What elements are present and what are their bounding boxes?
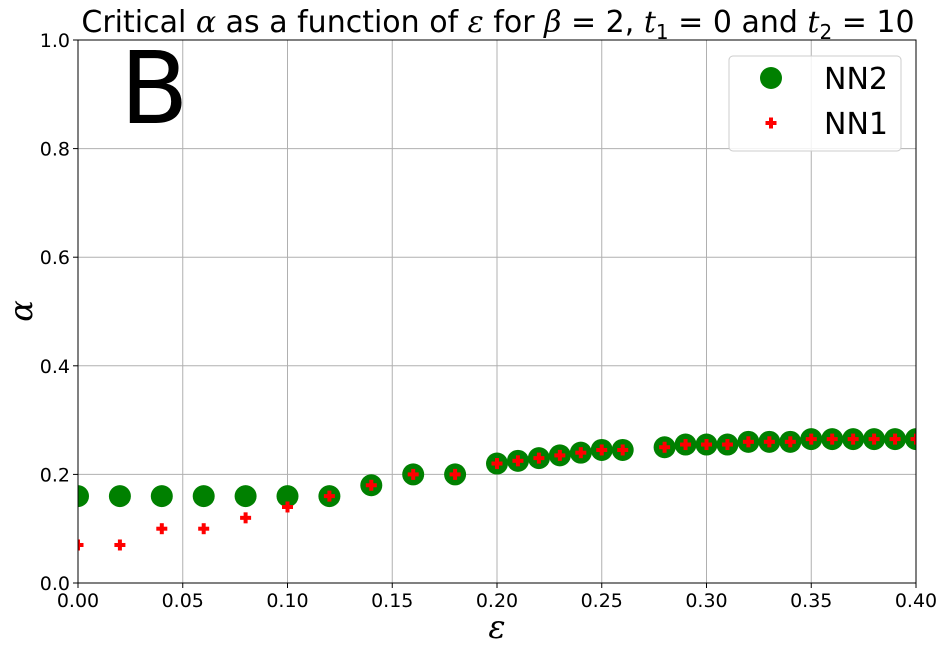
data-point-nn1: [156, 523, 168, 535]
y-tick-label: 0.8: [40, 139, 70, 161]
x-axis-ticks: 0.00 0.05 0.10 0.15 0.20 0.25 0.30 0.35 0.40: [57, 583, 937, 612]
data-point-nn1: [282, 501, 293, 513]
data-point-nn1: [701, 439, 712, 451]
data-point-nn1: [784, 436, 796, 448]
data-point-nn1: [491, 458, 503, 470]
data-point-nn2: [192, 485, 215, 508]
data-point-nn1: [407, 468, 419, 480]
x-tick-label: 0.35: [790, 590, 832, 612]
data-point-nn1: [910, 433, 916, 445]
data-point-nn1: [805, 433, 817, 445]
data-point-nn1: [323, 490, 335, 502]
data-point-nn1: [554, 449, 566, 461]
data-point-nn1: [78, 539, 84, 551]
y-tick-label: 0.4: [40, 356, 70, 378]
data-point-nn2: [78, 485, 89, 508]
data-point-nn1: [763, 436, 775, 448]
chart-title: Critical α as a function of ε for β = 2,…: [81, 5, 914, 44]
data-point-nn1: [847, 433, 859, 445]
legend-label-nn1: NN1: [824, 107, 888, 142]
legend: NN2 NN1: [728, 55, 902, 152]
data-markers: [78, 428, 916, 551]
legend-marker-nn1-plus: [765, 117, 777, 129]
data-point-nn1: [868, 433, 880, 445]
y-axis-ticks: 0.0 0.2 0.4 0.6 0.8 1.0: [40, 30, 78, 595]
data-point-nn1: [617, 444, 629, 456]
data-point-nn1: [240, 512, 252, 524]
data-point-nn1: [721, 439, 733, 451]
legend-label-nn2: NN2: [824, 62, 888, 97]
data-point-nn2: [150, 485, 173, 508]
plot-area-frame: [77, 39, 917, 584]
data-point-nn1: [512, 455, 524, 467]
data-point-nn1: [114, 539, 126, 551]
y-tick-label: 0.2: [40, 464, 70, 486]
x-tick-label: 0.10: [266, 590, 308, 612]
data-point-nn1: [596, 444, 608, 456]
data-point-nn1: [659, 441, 671, 453]
data-point-nn2: [276, 485, 299, 508]
legend-marker-nn2: [760, 67, 782, 89]
data-point-nn1: [575, 447, 587, 459]
x-tick-label: 0.20: [476, 590, 518, 612]
x-tick-label: 0.25: [581, 590, 623, 612]
data-point-nn2: [234, 485, 257, 508]
x-tick-label: 0.00: [57, 590, 99, 612]
data-point-nn1: [365, 479, 377, 491]
y-tick-label: 0.6: [40, 247, 70, 269]
x-axis-label: ε: [488, 608, 505, 646]
data-point-nn1: [742, 436, 754, 448]
x-tick-label: 0.40: [895, 590, 937, 612]
data-point-nn1: [826, 433, 838, 445]
x-tick-label: 0.15: [371, 590, 413, 612]
x-tick-label: 0.30: [685, 590, 727, 612]
y-axis-label: α: [2, 300, 40, 322]
data-point-nn2: [108, 485, 131, 508]
panel-label: B: [120, 30, 189, 147]
data-point-nn1: [198, 523, 210, 535]
x-tick-label: 0.05: [162, 590, 204, 612]
data-point-nn1: [533, 452, 545, 464]
data-point-nn1: [680, 439, 692, 451]
y-tick-label: 1.0: [40, 30, 70, 52]
data-point-nn1: [889, 433, 901, 445]
data-point-nn1: [449, 468, 461, 480]
y-tick-label: 0.0: [40, 573, 70, 595]
